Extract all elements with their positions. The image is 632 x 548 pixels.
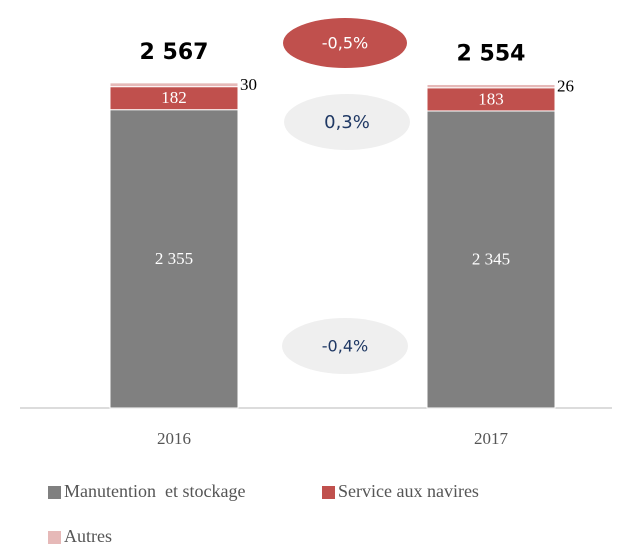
legend-swatch xyxy=(48,486,61,499)
legend-label: Manutention et stockage xyxy=(64,481,245,501)
x-tick-label: 2017 xyxy=(474,429,509,448)
legend-label: Autres xyxy=(64,526,112,546)
annotation-bubble xyxy=(283,18,407,68)
bar-segment xyxy=(109,82,239,88)
data-label: 30 xyxy=(240,75,257,94)
legend-swatch xyxy=(322,486,335,499)
annotation: 0,3% xyxy=(324,112,370,133)
x-tick-label: 2016 xyxy=(157,429,191,448)
bar-segment xyxy=(426,110,556,409)
annotation-bubble xyxy=(284,94,410,150)
annotation: -0,5% xyxy=(322,34,368,53)
legend-label: Service aux navires xyxy=(338,481,479,501)
data-label: 2 345 xyxy=(472,249,510,268)
bar-segment xyxy=(426,83,556,89)
legend-swatch xyxy=(48,531,61,544)
total-label: 2 554 xyxy=(457,41,526,66)
bar-segment xyxy=(109,109,239,409)
total-label: 2 567 xyxy=(140,40,209,65)
data-label: 26 xyxy=(557,76,574,95)
data-label: 2 355 xyxy=(155,249,193,268)
annotation-bubble xyxy=(282,318,408,374)
data-label: 183 xyxy=(478,89,504,108)
data-label: 182 xyxy=(161,88,187,107)
annotation: -0,4% xyxy=(322,337,368,356)
